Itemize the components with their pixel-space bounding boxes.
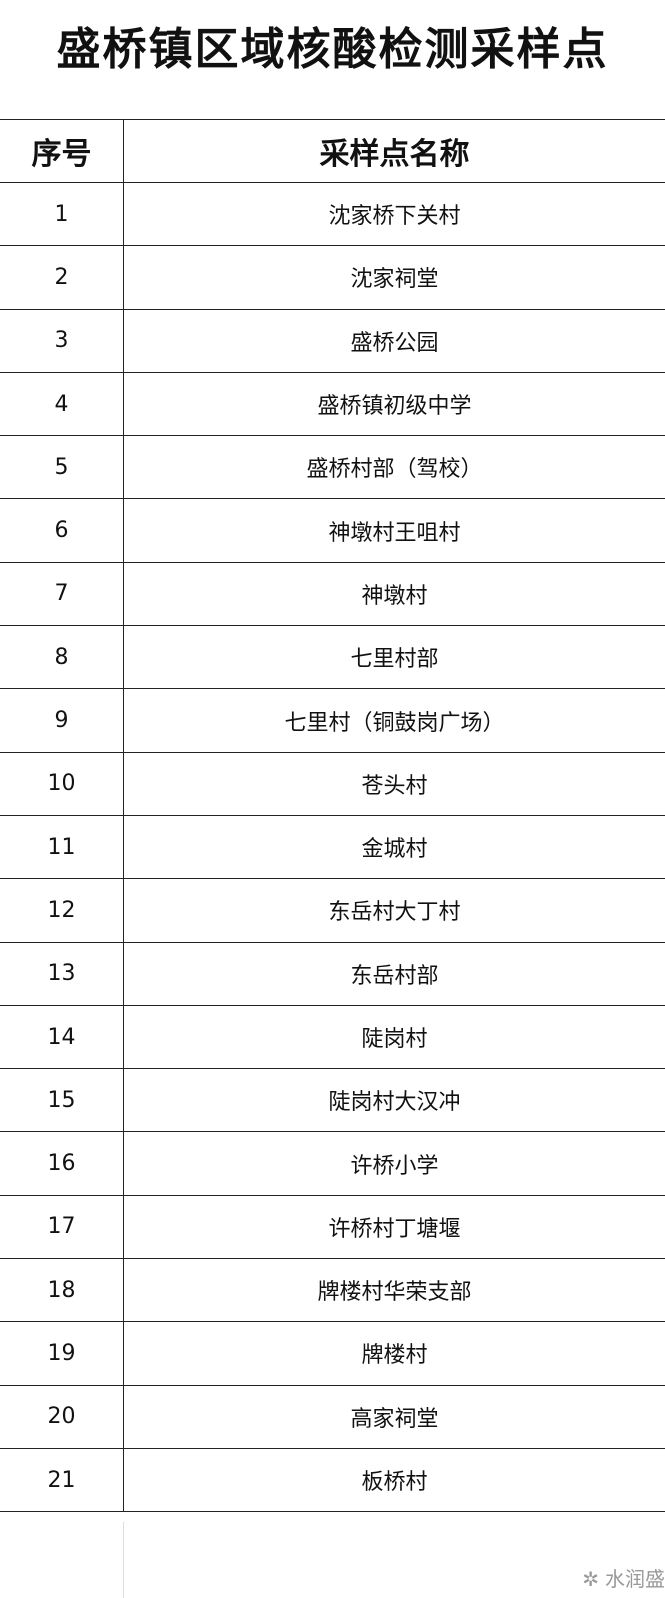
site-name: 牌楼村华荣支部 xyxy=(123,1258,665,1323)
table-row: 7 神墩村 xyxy=(0,561,665,627)
site-name: 盛桥镇初级中学 xyxy=(123,371,665,437)
row-number: 4 xyxy=(0,371,124,437)
header-number: 序号 xyxy=(0,119,124,183)
table-row: 10 苍头村 xyxy=(0,751,665,816)
site-name: 陡岗村 xyxy=(123,1004,665,1070)
wechat-icon: ✲ xyxy=(582,1567,599,1591)
site-name: 盛桥公园 xyxy=(123,308,665,373)
row-number: 21 xyxy=(0,1447,124,1513)
row-number: 11 xyxy=(0,814,124,880)
table-row: 14 陡岗村 xyxy=(0,1004,665,1070)
site-name: 许桥小学 xyxy=(123,1131,665,1196)
watermark-text: 水润盛 xyxy=(605,1567,665,1591)
row-number: 2 xyxy=(0,245,124,310)
table-row: 2 沈家祠堂 xyxy=(0,245,665,310)
row-number: 3 xyxy=(0,308,124,373)
column-divider xyxy=(123,1522,124,1598)
table-row: 5 盛桥村部（驾校） xyxy=(0,435,665,500)
site-name: 神墩村 xyxy=(123,561,665,627)
site-name: 沈家桥下关村 xyxy=(123,181,665,247)
page-title: 盛桥镇区域核酸检测采样点 xyxy=(56,24,609,75)
row-number: 12 xyxy=(0,878,124,943)
table-row: 8 七里村部 xyxy=(0,625,665,690)
table-row: 6 神墩村王咀村 xyxy=(0,498,665,563)
table-row: 11 金城村 xyxy=(0,814,665,880)
site-name: 牌楼村 xyxy=(123,1321,665,1386)
table-header-row: 序号 采样点名称 xyxy=(0,119,665,183)
table-row: 1 沈家桥下关村 xyxy=(0,181,665,247)
table-row: 21 板桥村 xyxy=(0,1447,665,1513)
row-number: 8 xyxy=(0,625,124,690)
row-number: 19 xyxy=(0,1321,124,1386)
table-row: 17 许桥村丁塘堰 xyxy=(0,1194,665,1260)
row-number: 15 xyxy=(0,1068,124,1133)
header-site-name: 采样点名称 xyxy=(123,119,665,183)
table-row: 19 牌楼村 xyxy=(0,1321,665,1386)
table-row: 16 许桥小学 xyxy=(0,1131,665,1196)
table-row: 13 东岳村部 xyxy=(0,941,665,1006)
sampling-points-table: 序号 采样点名称 1 沈家桥下关村 2 沈家祠堂 3 盛桥公园 4 盛桥镇初级中学 5 盛桥村部（… xyxy=(0,119,665,1513)
site-name: 神墩村王咀村 xyxy=(123,498,665,563)
table-row: 15 陡岗村大汉冲 xyxy=(0,1068,665,1133)
row-number: 7 xyxy=(0,561,124,627)
watermark: ✲ 水润盛 xyxy=(582,1563,665,1592)
row-number: 13 xyxy=(0,941,124,1006)
table-row: 12 东岳村大丁村 xyxy=(0,878,665,943)
site-name: 陡岗村大汉冲 xyxy=(123,1068,665,1133)
site-name: 七里村（铜鼓岗广场） xyxy=(123,688,665,753)
site-name: 沈家祠堂 xyxy=(123,245,665,310)
row-number: 6 xyxy=(0,498,124,563)
site-name: 苍头村 xyxy=(123,751,665,816)
site-name: 盛桥村部（驾校） xyxy=(123,435,665,500)
site-name: 东岳村部 xyxy=(123,941,665,1006)
row-number: 5 xyxy=(0,435,124,500)
site-name: 七里村部 xyxy=(123,625,665,690)
table-row: 20 高家祠堂 xyxy=(0,1384,665,1449)
site-name: 金城村 xyxy=(123,814,665,880)
row-number: 16 xyxy=(0,1131,124,1196)
site-name: 板桥村 xyxy=(123,1447,665,1513)
row-number: 17 xyxy=(0,1194,124,1260)
site-name: 高家祠堂 xyxy=(123,1384,665,1449)
row-number: 18 xyxy=(0,1258,124,1323)
site-name: 东岳村大丁村 xyxy=(123,878,665,943)
table-row: 18 牌楼村华荣支部 xyxy=(0,1258,665,1323)
row-number: 20 xyxy=(0,1384,124,1449)
row-number: 1 xyxy=(0,181,124,247)
row-number: 9 xyxy=(0,688,124,753)
table-row: 3 盛桥公园 xyxy=(0,308,665,373)
table-row: 4 盛桥镇初级中学 xyxy=(0,371,665,437)
site-name: 许桥村丁塘堰 xyxy=(123,1194,665,1260)
row-number: 10 xyxy=(0,751,124,816)
row-number: 14 xyxy=(0,1004,124,1070)
table-row: 9 七里村（铜鼓岗广场） xyxy=(0,688,665,753)
